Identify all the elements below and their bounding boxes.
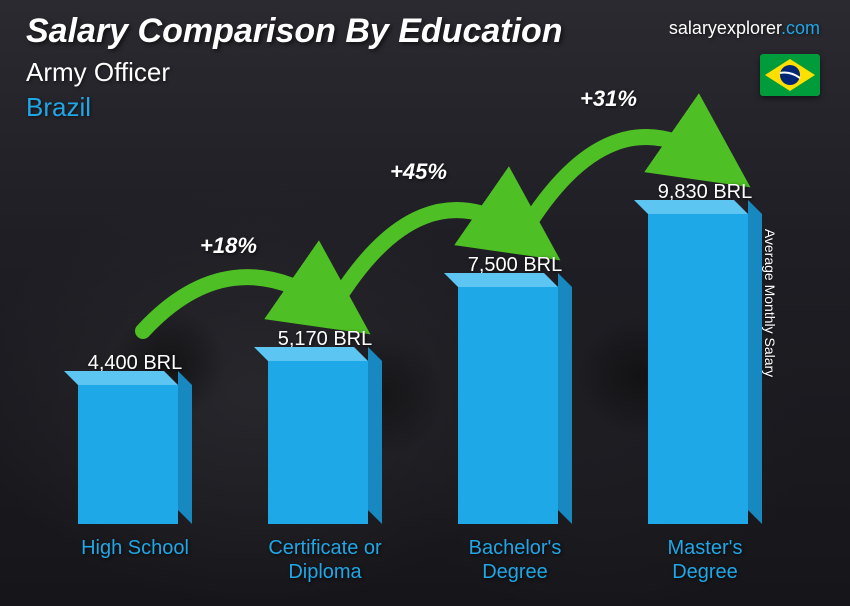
- bar-slot: 5,170 BRL: [230, 150, 420, 524]
- bar: [268, 361, 382, 524]
- arc-percent-label: +45%: [390, 159, 447, 185]
- xaxis-label: High School: [40, 536, 230, 584]
- brand-name: salaryexplorer: [669, 18, 781, 38]
- arc-percent-label: +18%: [200, 233, 257, 259]
- flag-icon: [760, 54, 820, 96]
- chart-area: 4,400 BRL5,170 BRL7,500 BRL9,830 BRL Hig…: [40, 150, 800, 584]
- bar: [78, 385, 192, 524]
- arc-percent-label: +31%: [580, 86, 637, 112]
- chart-country: Brazil: [26, 92, 824, 123]
- brand-logo-text: salaryexplorer.com: [669, 18, 820, 39]
- xaxis: High SchoolCertificate orDiplomaBachelor…: [40, 536, 800, 584]
- xaxis-label: Bachelor'sDegree: [420, 536, 610, 584]
- bar-slot: 9,830 BRL: [610, 150, 800, 524]
- bar: [648, 214, 762, 524]
- bar-slot: 7,500 BRL: [420, 150, 610, 524]
- chart-subtitle: Army Officer: [26, 57, 824, 88]
- bar: [458, 287, 572, 524]
- infographic-container: Salary Comparison By Education Army Offi…: [0, 0, 850, 606]
- xaxis-label: Certificate orDiploma: [230, 536, 420, 584]
- xaxis-label: Master'sDegree: [610, 536, 800, 584]
- brand-suffix: .com: [781, 18, 820, 38]
- bars-container: 4,400 BRL5,170 BRL7,500 BRL9,830 BRL: [40, 150, 800, 524]
- bar-slot: 4,400 BRL: [40, 150, 230, 524]
